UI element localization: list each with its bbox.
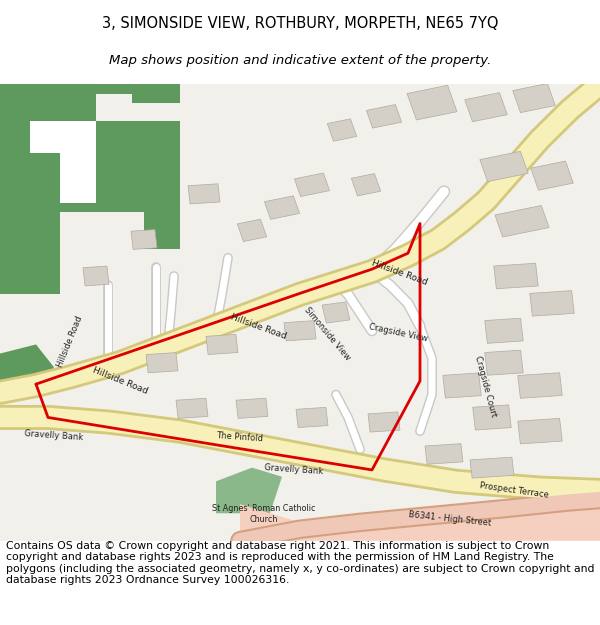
Bar xyxy=(131,229,157,249)
Bar xyxy=(407,85,457,120)
Polygon shape xyxy=(0,344,54,390)
Bar xyxy=(146,352,178,372)
Bar xyxy=(465,92,507,122)
Bar xyxy=(443,373,481,398)
Bar xyxy=(176,398,208,418)
Text: Gravelly Bank: Gravelly Bank xyxy=(263,463,323,476)
Bar xyxy=(480,151,528,182)
Bar xyxy=(530,291,574,316)
Text: Hillside Road: Hillside Road xyxy=(229,313,288,341)
Bar xyxy=(322,302,350,323)
Bar xyxy=(188,184,220,204)
Bar xyxy=(495,206,549,237)
Text: Hillside Road: Hillside Road xyxy=(91,366,149,396)
Bar xyxy=(328,119,356,141)
Bar xyxy=(485,350,523,375)
Polygon shape xyxy=(0,84,180,294)
Bar xyxy=(236,398,268,418)
Text: Cragside Court: Cragside Court xyxy=(473,354,497,418)
Text: The Pinfold: The Pinfold xyxy=(215,431,263,444)
Bar xyxy=(367,104,401,128)
Bar xyxy=(284,321,316,341)
Bar xyxy=(531,161,573,190)
Text: 3, SIMONSIDE VIEW, ROTHBURY, MORPETH, NE65 7YQ: 3, SIMONSIDE VIEW, ROTHBURY, MORPETH, NE… xyxy=(102,16,498,31)
Bar xyxy=(513,84,555,112)
Text: B6341 - High Street: B6341 - High Street xyxy=(407,509,491,528)
Text: Gravelly Bank: Gravelly Bank xyxy=(23,429,83,442)
Text: Cragside View: Cragside View xyxy=(368,322,428,343)
Bar xyxy=(518,372,562,398)
Bar xyxy=(352,174,380,196)
Bar xyxy=(518,418,562,444)
Bar xyxy=(296,408,328,428)
Polygon shape xyxy=(30,121,96,203)
Text: Prospect Terrace: Prospect Terrace xyxy=(479,481,550,500)
Bar xyxy=(206,334,238,354)
Bar xyxy=(368,412,400,432)
Text: Contains OS data © Crown copyright and database right 2021. This information is : Contains OS data © Crown copyright and d… xyxy=(6,541,595,586)
Bar xyxy=(83,266,109,286)
Bar xyxy=(473,405,511,430)
Polygon shape xyxy=(240,504,600,541)
Bar xyxy=(494,263,538,289)
Bar xyxy=(238,219,266,241)
Text: Hillside Road: Hillside Road xyxy=(370,258,429,287)
Bar xyxy=(470,457,514,478)
Text: Hillside Road: Hillside Road xyxy=(56,315,85,369)
Text: St Agnes' Roman Catholic
Church: St Agnes' Roman Catholic Church xyxy=(212,504,316,524)
Bar xyxy=(295,173,329,196)
Bar xyxy=(265,196,299,219)
Polygon shape xyxy=(216,468,282,513)
Text: Map shows position and indicative extent of the property.: Map shows position and indicative extent… xyxy=(109,54,491,68)
Text: Simonside View: Simonside View xyxy=(302,305,352,362)
Bar xyxy=(425,444,463,464)
Bar xyxy=(485,318,523,343)
